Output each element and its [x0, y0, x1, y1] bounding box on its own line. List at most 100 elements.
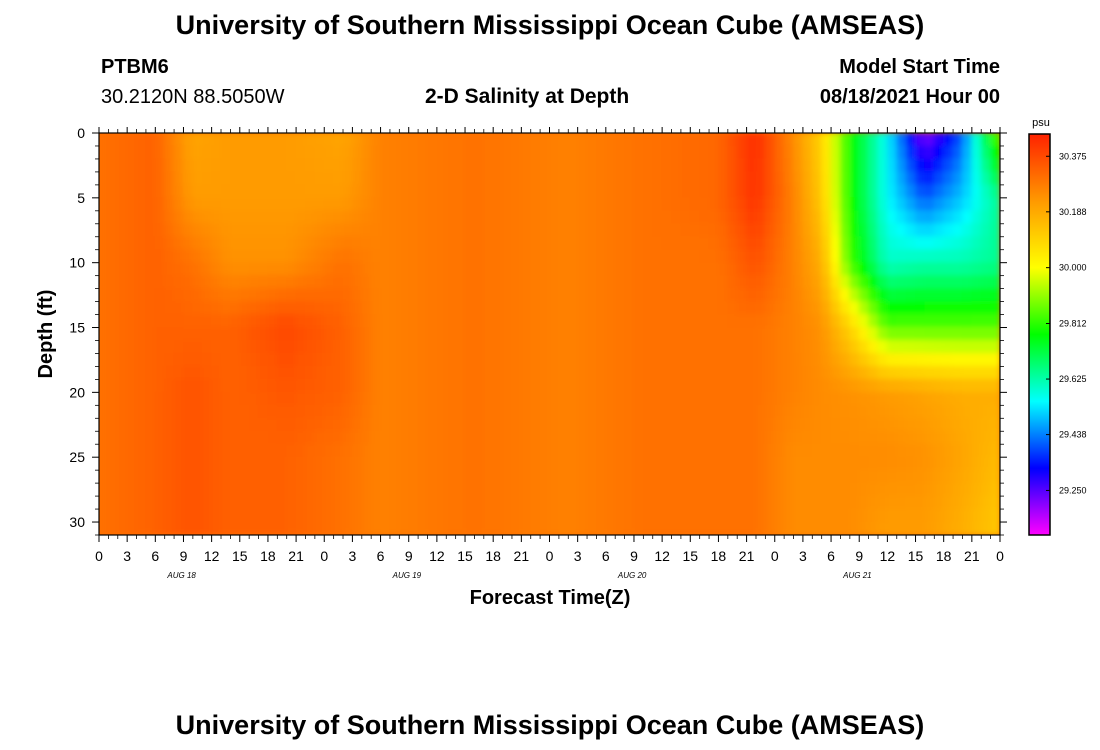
date-label: AUG 20 [617, 571, 647, 580]
heatmap-cell [858, 158, 870, 173]
heatmap-cell [173, 430, 184, 445]
heatmap-cell [361, 314, 372, 329]
heatmap-cell [727, 158, 738, 173]
heatmap-cell [511, 314, 522, 329]
heatmap-cell [229, 469, 241, 484]
heatmap-cell [764, 223, 776, 238]
heatmap-cell [793, 352, 804, 367]
heatmap-cell [145, 158, 156, 173]
heatmap-cell [464, 365, 475, 380]
heatmap-cell [868, 288, 879, 303]
heatmap-cell [708, 469, 719, 484]
heatmap-cell [295, 184, 306, 199]
heatmap-cell [99, 301, 109, 316]
heatmap-cell [483, 417, 494, 432]
heatmap-cell [896, 495, 907, 510]
heatmap-cell [408, 339, 419, 354]
heatmap-cell [492, 171, 504, 186]
heatmap-cell [764, 443, 776, 458]
heatmap-cell [304, 508, 316, 523]
heatmap-cell [943, 482, 954, 497]
heatmap-cell [520, 443, 532, 458]
heatmap-cell [802, 262, 813, 277]
heatmap-cell [886, 391, 898, 406]
heatmap-cell [436, 301, 447, 316]
heatmap-cell [99, 210, 109, 225]
heatmap-cell [117, 249, 128, 264]
heatmap-cell [248, 456, 260, 471]
heatmap-cell [586, 352, 597, 367]
heatmap-cell [276, 158, 288, 173]
heatmap-cell [717, 456, 729, 471]
heatmap-cell [858, 184, 870, 199]
heatmap-cell [220, 495, 231, 510]
heatmap-cell [351, 236, 363, 251]
colorbar-tick-label: 29.812 [1059, 319, 1087, 329]
heatmap-cell [239, 391, 250, 406]
heatmap-cell [99, 482, 109, 497]
heatmap-cell [117, 210, 128, 225]
heatmap-cell [492, 430, 504, 445]
heatmap-cell [117, 301, 128, 316]
heatmap-cell [380, 365, 391, 380]
heatmap-cell [924, 171, 935, 186]
heatmap-cell [727, 275, 738, 290]
heatmap-cell [107, 391, 119, 406]
heatmap-cell [614, 365, 626, 380]
heatmap-cell [952, 171, 963, 186]
heatmap-cell [502, 430, 513, 445]
heatmap-cell [595, 236, 607, 251]
heatmap-cell [492, 249, 504, 264]
heatmap-cell [304, 133, 316, 147]
heatmap-cell [229, 223, 241, 238]
heatmap-cell [445, 171, 457, 186]
heatmap-cell [351, 158, 363, 173]
heatmap-cell [145, 275, 156, 290]
heatmap-cell [286, 145, 297, 160]
heatmap-cell [633, 404, 644, 419]
heatmap-cell [549, 184, 560, 199]
heatmap-cell [605, 365, 616, 380]
heatmap-cell [304, 210, 316, 225]
heatmap-cell [539, 482, 550, 497]
heatmap-cell [445, 327, 457, 341]
heatmap-cell [173, 210, 184, 225]
heatmap-cell [839, 197, 851, 212]
heatmap-cell [276, 443, 288, 458]
heatmap-cell [990, 456, 1000, 471]
heatmap-cell [182, 352, 194, 367]
heatmap-cell [267, 249, 278, 264]
heatmap-cell [361, 495, 372, 510]
heatmap-cell [980, 404, 992, 419]
heatmap-cell [802, 391, 813, 406]
heatmap-cell [136, 314, 147, 329]
heatmap-cell [671, 339, 682, 354]
heatmap-cell [614, 352, 626, 367]
heatmap-cell [342, 171, 353, 186]
heatmap-cell [661, 469, 673, 484]
heatmap-cell [624, 495, 635, 510]
heatmap-cell [858, 378, 870, 393]
heatmap-cell [426, 171, 438, 186]
heatmap-cell [774, 145, 785, 160]
heatmap-cell [248, 158, 260, 173]
heatmap-cell [699, 133, 710, 147]
heatmap-cell [971, 145, 982, 160]
heatmap-cell [877, 275, 888, 290]
heatmap-cell [295, 249, 306, 264]
heatmap-cell [849, 469, 860, 484]
heatmap-cell [614, 210, 626, 225]
heatmap-cell [342, 404, 353, 419]
heatmap-cell [793, 443, 804, 458]
heatmap-cell [990, 301, 1000, 316]
heatmap-cell [952, 249, 963, 264]
heatmap-cell [689, 314, 701, 329]
heatmap-cell [624, 430, 635, 445]
heatmap-cell [276, 145, 288, 160]
heatmap-cell [333, 417, 344, 432]
heatmap-cell [699, 417, 710, 432]
heatmap-cell [201, 378, 213, 393]
heatmap-cell [370, 482, 382, 497]
heatmap-cell [229, 249, 241, 264]
heatmap-cell [727, 301, 738, 316]
